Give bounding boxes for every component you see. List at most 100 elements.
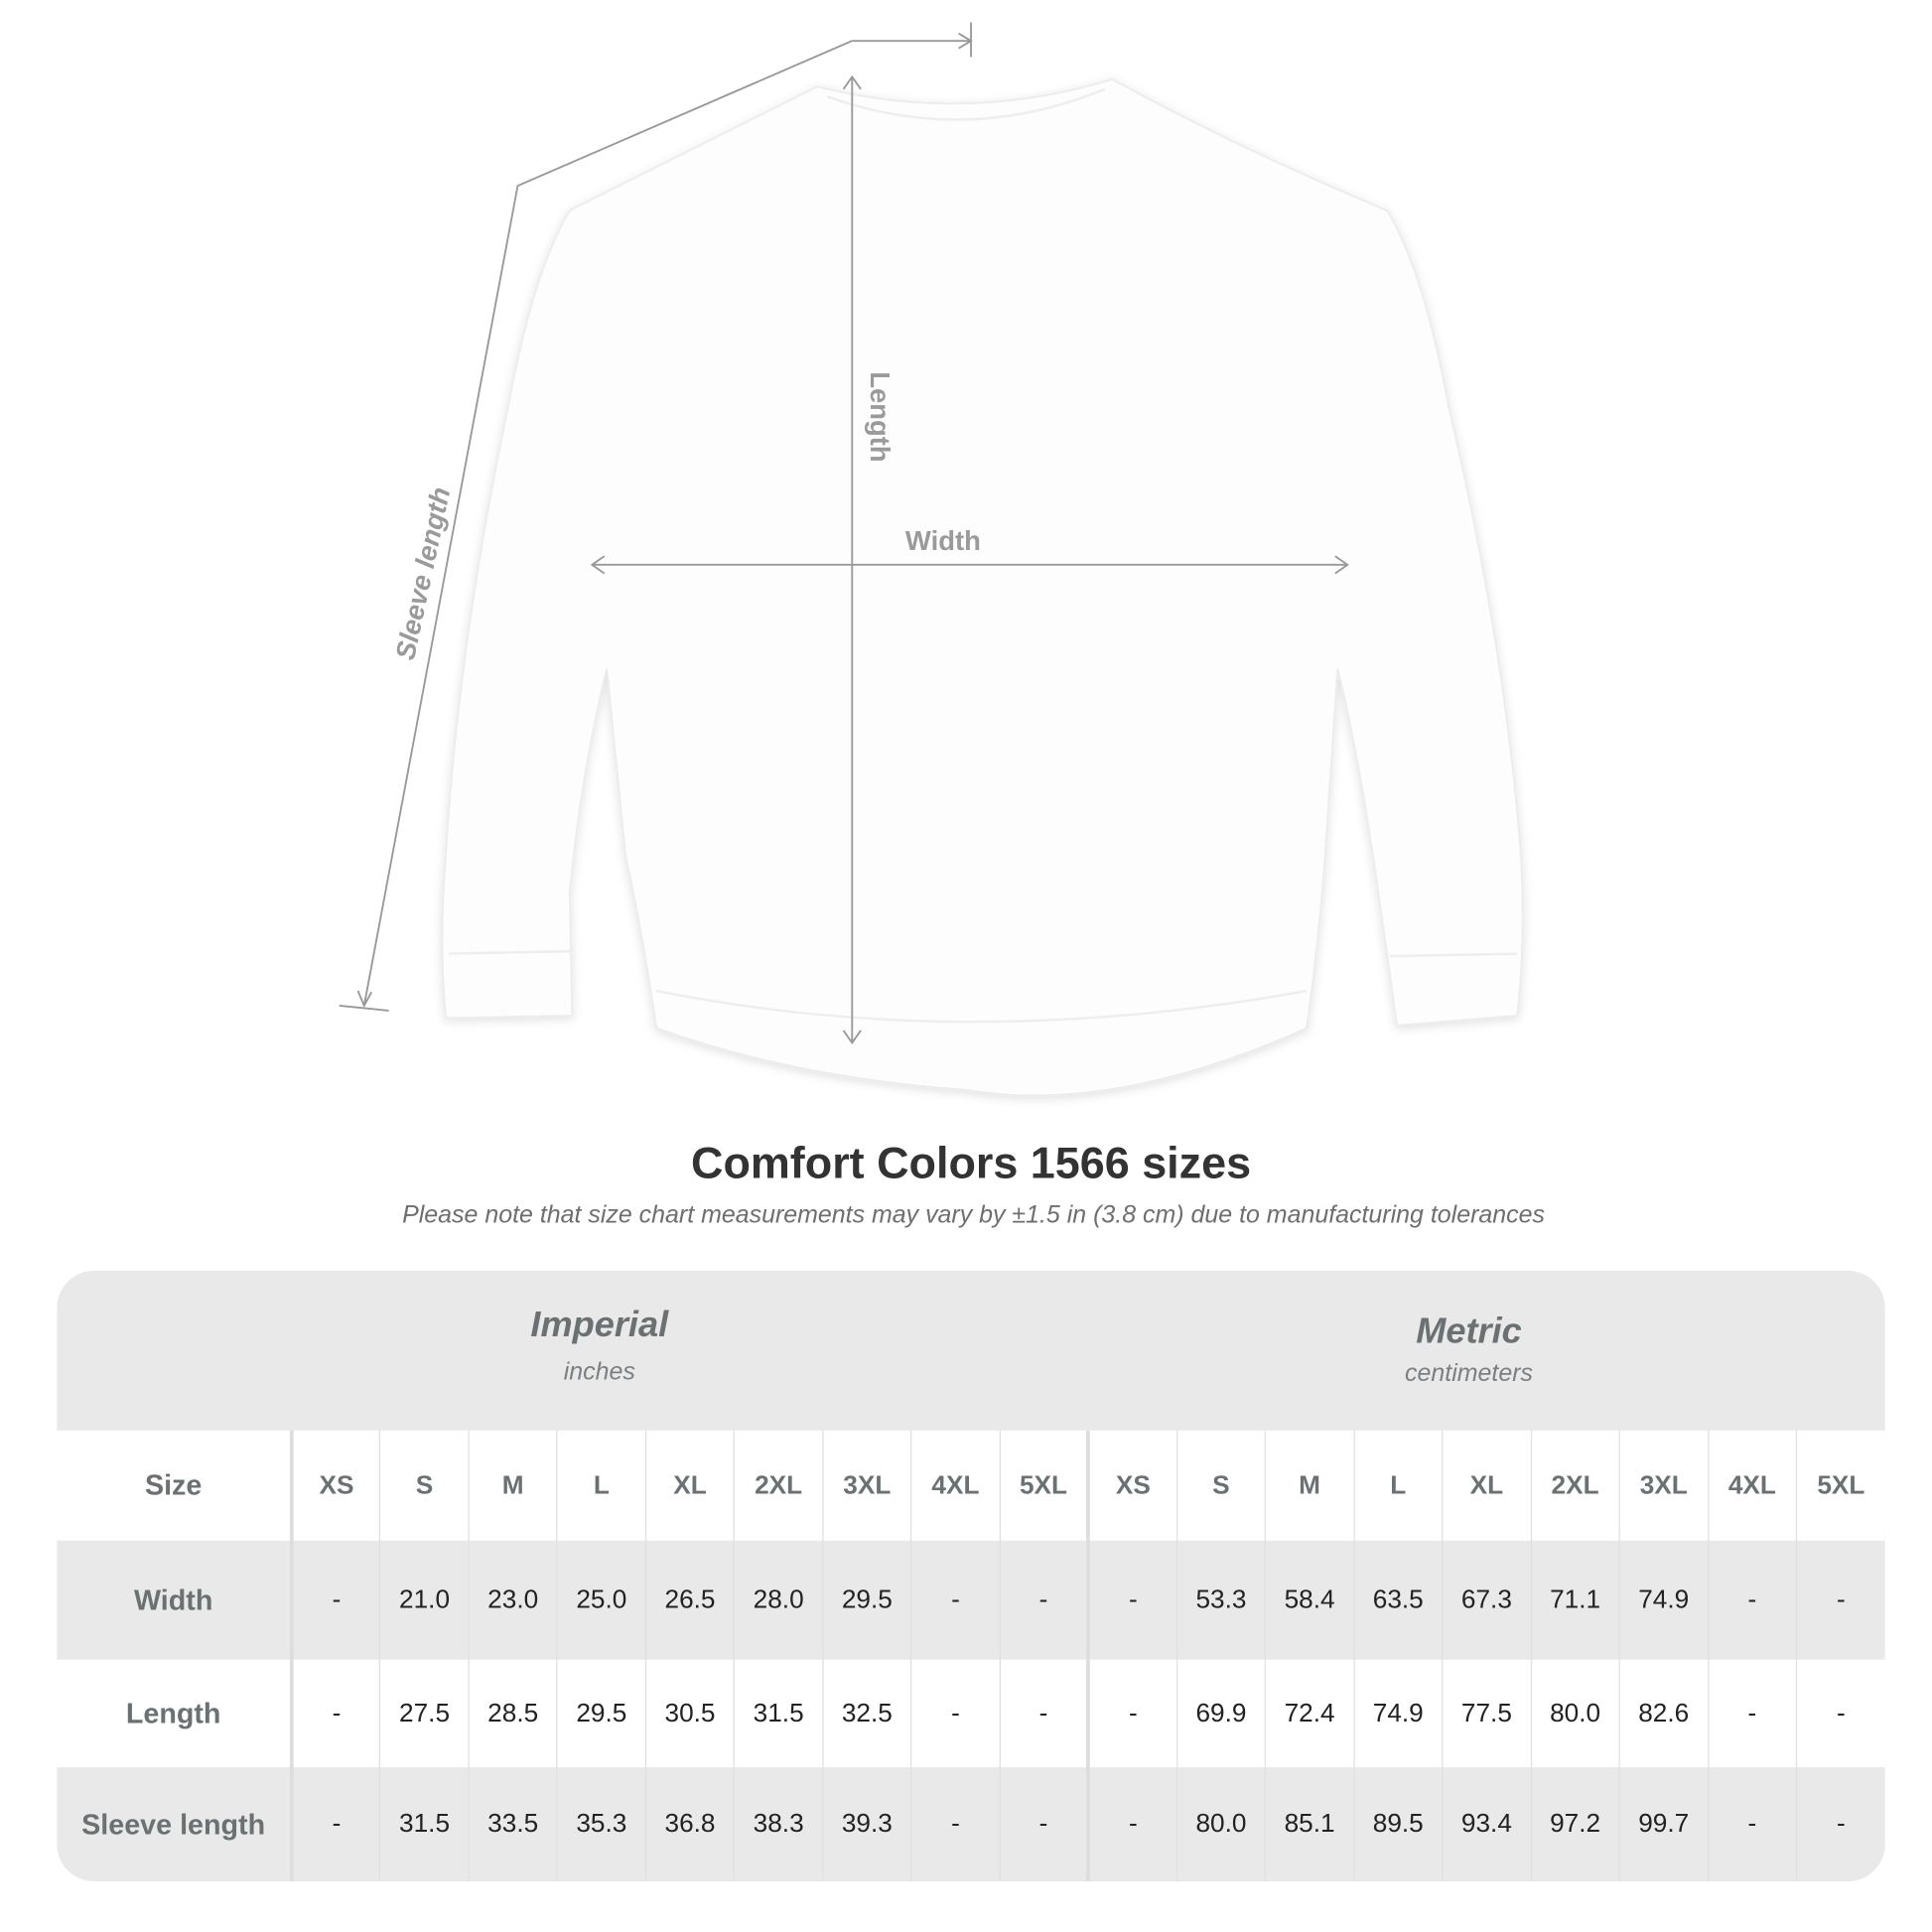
table-cell: 25.0 [556, 1540, 646, 1660]
size-table-panel: Imperial inches Metric centimeters Size X… [57, 1270, 1885, 1881]
size-header-cell: XS [1086, 1430, 1177, 1541]
size-header-row: Size XS S M L XL 2XL 3XL 4XL 5XL XS S M L XL 2XL 3XL 4XL 5… [57, 1430, 1885, 1541]
table-cell: - [1086, 1659, 1177, 1768]
table-cell: 71.1 [1530, 1540, 1620, 1660]
table-cell: - [999, 1540, 1089, 1660]
row-label: Sleeve length [57, 1767, 294, 1881]
size-header-cell: 2XL [1530, 1430, 1620, 1541]
table-cell: 28.5 [468, 1659, 558, 1768]
waistband [655, 989, 1308, 1024]
table-cell: 32.5 [822, 1659, 911, 1768]
table-cell: 27.5 [379, 1659, 470, 1768]
table-cell: - [291, 1767, 380, 1881]
row-label: Width [57, 1540, 294, 1660]
table-cell: 89.5 [1353, 1767, 1443, 1881]
size-header-cell: 2XL [733, 1430, 823, 1541]
table-cell: 35.3 [556, 1767, 646, 1881]
table-cell: 82.6 [1618, 1659, 1709, 1768]
table-cell: - [999, 1659, 1089, 1768]
collar [826, 87, 1106, 121]
table-cell: 74.9 [1618, 1540, 1709, 1660]
table-cell: - [1086, 1767, 1177, 1881]
metric-header: Metric centimeters [1087, 1271, 1850, 1431]
table-cell: - [1707, 1540, 1797, 1660]
size-header-cell: XL [644, 1430, 735, 1541]
table-cell: 63.5 [1353, 1540, 1443, 1660]
table-cell: 93.4 [1442, 1767, 1531, 1881]
table-cell: 77.5 [1442, 1659, 1531, 1768]
size-header-cell: M [468, 1430, 558, 1541]
imperial-unit: inches [563, 1358, 635, 1386]
table-cell: 69.9 [1175, 1659, 1266, 1768]
table-cell: - [1795, 1659, 1885, 1768]
table-cell: - [291, 1659, 380, 1768]
page-title: Comfort Colors 1566 sizes [691, 1137, 1252, 1188]
table-row: Length -27.5 28.5 29.5 30.5 31.5 32.5- - -69.9 72… [57, 1659, 1885, 1768]
table-cell: 67.3 [1442, 1540, 1531, 1660]
size-header-cell: 5XL [1795, 1430, 1885, 1541]
size-header-cell: 5XL [999, 1430, 1089, 1541]
sleeve-line [339, 22, 973, 1012]
table-cell: 36.8 [644, 1767, 735, 1881]
table-cell: 72.4 [1264, 1659, 1354, 1768]
table-cell: 53.3 [1175, 1540, 1266, 1660]
cuff-left [448, 949, 573, 955]
table-cell: 28.0 [733, 1540, 823, 1660]
size-header-label: Size [57, 1430, 294, 1541]
size-header-cell: S [1175, 1430, 1266, 1541]
table-cell: 97.2 [1530, 1767, 1620, 1881]
size-header-cell: 3XL [822, 1430, 911, 1541]
table-cell: 29.5 [556, 1659, 646, 1768]
width-line [590, 555, 1349, 575]
row-label: Length [57, 1659, 294, 1768]
table-cell: 31.5 [733, 1659, 823, 1768]
table-cell: 39.3 [822, 1767, 911, 1881]
table-cell: 80.0 [1175, 1767, 1266, 1881]
imperial-title: Imperial [530, 1305, 669, 1345]
table-cell: 85.1 [1264, 1767, 1354, 1881]
table-cell: 74.9 [1353, 1659, 1443, 1768]
size-header-cell: L [556, 1430, 646, 1541]
length-label: Length [865, 371, 896, 462]
size-header-cell: 4XL [910, 1430, 1001, 1541]
length-line [842, 74, 862, 1045]
table-cell: - [999, 1767, 1089, 1881]
width-label: Width [905, 525, 981, 556]
imperial-header: Imperial inches [290, 1271, 909, 1431]
table-cell: - [910, 1767, 1001, 1881]
table-cell: 31.5 [379, 1767, 470, 1881]
table-cell: - [1795, 1767, 1885, 1881]
tolerance-note: Please note that size chart measurements… [402, 1201, 1545, 1229]
size-header-cell: XS [291, 1430, 380, 1541]
table-row: Width -21.0 23.0 25.0 26.5 28.0 29.5- - -53.3 58.… [57, 1540, 1885, 1660]
sweatshirt-body [441, 77, 1524, 1097]
size-header-cell: XL [1442, 1430, 1531, 1541]
table-cell: 29.5 [822, 1540, 911, 1660]
metric-unit: centimeters [1405, 1359, 1534, 1388]
table-row: Sleeve length -31.5 33.5 35.3 36.8 38.3 39.3- -… [57, 1767, 1885, 1881]
size-header-cell: S [379, 1430, 470, 1541]
size-header-cell: 3XL [1618, 1430, 1709, 1541]
table-cell: - [910, 1659, 1001, 1768]
table-cell: 26.5 [644, 1540, 735, 1660]
size-header-cell: M [1264, 1430, 1354, 1541]
table-cell: - [291, 1540, 380, 1660]
table-cell: 99.7 [1618, 1767, 1709, 1881]
table-cell: 58.4 [1264, 1540, 1354, 1660]
table-cell: - [1707, 1767, 1797, 1881]
cuff-right [1389, 952, 1518, 958]
size-table: Size XS S M L XL 2XL 3XL 4XL 5XL XS S M L XL 2XL 3XL 4XL 5… [57, 1430, 1885, 1881]
table-cell: - [1707, 1659, 1797, 1768]
table-cell: - [1086, 1540, 1177, 1660]
table-cell: 80.0 [1530, 1659, 1620, 1768]
table-cell: 38.3 [733, 1767, 823, 1881]
size-header-cell: 4XL [1707, 1430, 1797, 1541]
table-cell: - [1795, 1540, 1885, 1660]
sweatshirt-diagram: Length Width Sleeve length [339, 22, 1524, 1097]
table-cell: - [910, 1540, 1001, 1660]
table-cell: 21.0 [379, 1540, 470, 1660]
table-cell: 30.5 [644, 1659, 735, 1768]
metric-title: Metric [1416, 1311, 1522, 1352]
table-cell: 33.5 [468, 1767, 558, 1881]
size-header-cell: L [1353, 1430, 1443, 1541]
